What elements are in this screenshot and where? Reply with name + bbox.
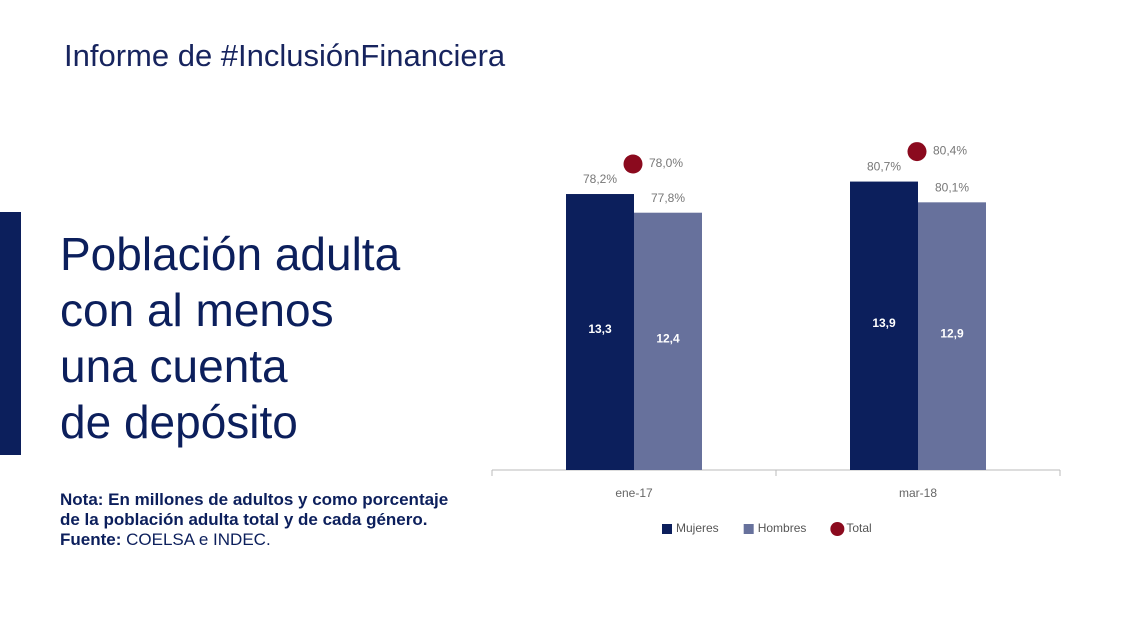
heading-line: con al menos: [60, 284, 334, 336]
total-dot: [907, 142, 927, 162]
sidebar-accent: [0, 212, 21, 455]
source-label: Fuente:: [60, 530, 122, 549]
legend-label: Total: [846, 521, 871, 535]
legend-swatch: [743, 524, 754, 534]
bar-share-label: 78,2%: [583, 172, 617, 186]
bar-value-label: 13,3: [588, 322, 612, 336]
x-tick-label: ene-17: [615, 486, 653, 500]
bar-share-label: 77,8%: [651, 191, 685, 205]
bar-value-label: 13,9: [872, 316, 896, 330]
heading-line: de depósito: [60, 396, 298, 448]
legend-label: Mujeres: [676, 521, 719, 535]
legend-swatch: [662, 524, 672, 534]
bar: [918, 202, 986, 470]
total-label: 78,0%: [649, 156, 683, 170]
legend-swatch: [830, 522, 845, 536]
bar-value-label: 12,4: [656, 332, 680, 346]
legend-label: Hombres: [758, 521, 807, 535]
bar: [850, 181, 918, 470]
bar-share-label: 80,1%: [935, 180, 969, 194]
total-dot: [623, 154, 643, 174]
heading: Población adulta con al menos una cuenta…: [60, 226, 400, 450]
bar-share-label: 80,7%: [867, 160, 901, 174]
note-line: de la población adulta total y de cada g…: [60, 510, 428, 529]
bar-value-label: 12,9: [940, 326, 964, 340]
x-tick-label: mar-18: [899, 486, 937, 500]
header-title: Informe de #InclusiónFinanciera: [64, 38, 506, 73]
bar: [634, 212, 702, 470]
note: Nota: En millones de adultos y como porc…: [60, 490, 448, 550]
note-line: Nota: En millones de adultos y como porc…: [60, 490, 449, 509]
total-label: 80,4%: [933, 144, 967, 158]
source-text: COELSA e INDEC.: [126, 530, 271, 549]
heading-line: Población adulta: [60, 228, 401, 280]
bar: [566, 194, 634, 470]
heading-line: una cuenta: [60, 340, 288, 392]
